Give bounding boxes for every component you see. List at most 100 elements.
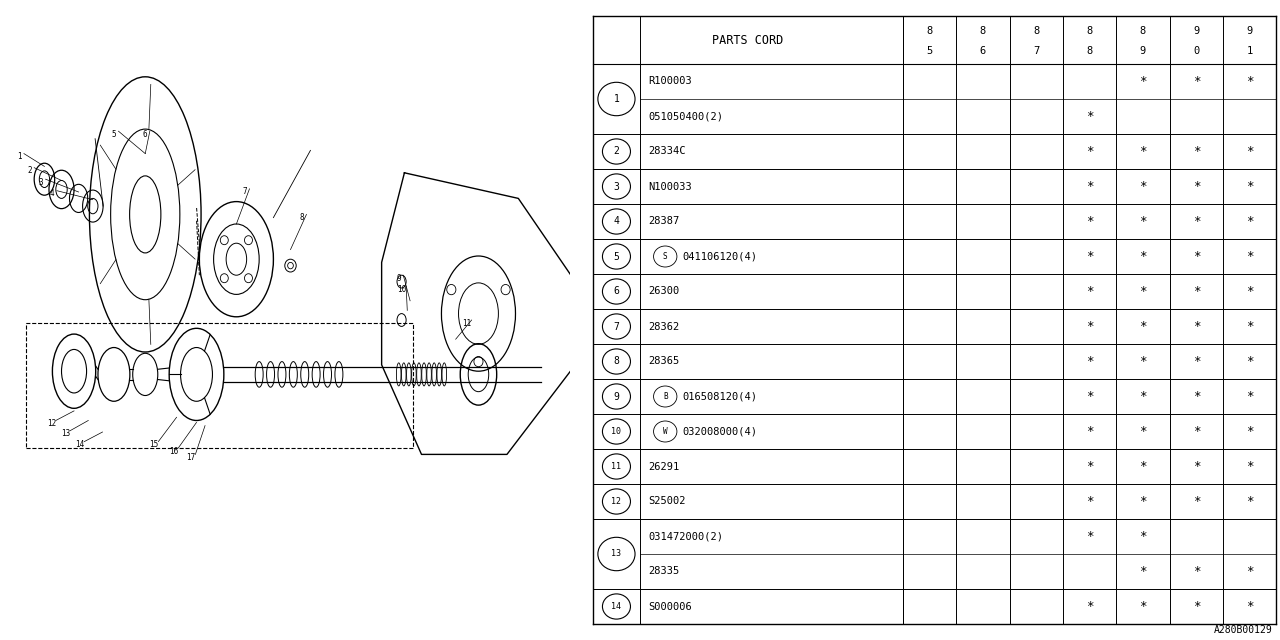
Text: 14: 14 [76,440,84,449]
Text: 4: 4 [50,189,55,198]
Text: 7: 7 [613,321,620,332]
Text: 6: 6 [979,45,986,56]
Text: *: * [1245,215,1253,228]
Text: 12: 12 [612,497,622,506]
Text: *: * [1245,460,1253,473]
Text: *: * [1245,145,1253,158]
Circle shape [654,421,677,442]
Text: 0: 0 [1193,45,1199,56]
Text: 5: 5 [111,130,116,139]
Circle shape [603,209,631,234]
Text: 016508120(4): 016508120(4) [682,392,758,401]
Text: 8: 8 [979,26,986,36]
Text: *: * [1193,460,1201,473]
Text: 8: 8 [1033,26,1039,36]
Text: *: * [1245,390,1253,403]
Text: *: * [1139,600,1147,613]
Text: *: * [1193,425,1201,438]
Circle shape [603,139,631,164]
Text: *: * [1139,460,1147,473]
Text: 8: 8 [1087,45,1093,56]
Text: 11: 11 [612,462,622,471]
Circle shape [603,489,631,514]
Text: *: * [1139,180,1147,193]
Text: *: * [1085,600,1093,613]
Text: *: * [1085,355,1093,368]
Text: *: * [1085,425,1093,438]
Text: *: * [1085,530,1093,543]
Text: *: * [1193,180,1201,193]
Text: *: * [1245,250,1253,263]
Text: 12: 12 [46,419,56,428]
Bar [26,323,413,448]
Text: 28334C: 28334C [648,147,686,157]
Text: 17: 17 [186,453,196,462]
Text: *: * [1245,75,1253,88]
Text: 8: 8 [1087,26,1093,36]
Text: 9: 9 [1193,26,1199,36]
Text: *: * [1139,355,1147,368]
Text: 2: 2 [613,147,620,157]
Text: *: * [1193,145,1201,158]
Text: 16: 16 [169,447,178,456]
Text: 26300: 26300 [648,287,680,296]
Text: 7: 7 [1033,45,1039,56]
Text: *: * [1085,250,1093,263]
Text: *: * [1193,75,1201,88]
Text: *: * [1085,285,1093,298]
Text: *: * [1139,75,1147,88]
Text: 6: 6 [613,287,620,296]
Text: 4: 4 [613,216,620,227]
Text: *: * [1193,495,1201,508]
Text: 8: 8 [613,356,620,367]
Text: *: * [1139,285,1147,298]
Text: S25002: S25002 [648,497,686,506]
Text: 9: 9 [397,274,401,283]
Text: *: * [1139,145,1147,158]
Text: B: B [663,392,668,401]
Text: 031472000(2): 031472000(2) [648,531,723,541]
Text: *: * [1085,215,1093,228]
Text: 8: 8 [927,26,933,36]
Text: *: * [1085,390,1093,403]
Text: *: * [1139,495,1147,508]
Circle shape [603,314,631,339]
Text: *: * [1085,320,1093,333]
Text: *: * [1245,355,1253,368]
Text: 1: 1 [613,94,620,104]
Text: *: * [1139,215,1147,228]
Circle shape [603,454,631,479]
Circle shape [603,244,631,269]
Text: A280B00129: A280B00129 [1215,625,1272,635]
Text: 9: 9 [613,392,620,401]
Text: *: * [1193,565,1201,578]
Text: 8: 8 [1140,26,1146,36]
Text: 15: 15 [150,440,159,449]
Text: *: * [1085,460,1093,473]
Text: *: * [1193,215,1201,228]
Text: 10: 10 [612,427,622,436]
Text: *: * [1139,565,1147,578]
Text: N100033: N100033 [648,182,692,191]
Text: R100003: R100003 [648,77,692,86]
Text: 2: 2 [27,166,32,175]
Text: 5: 5 [613,252,620,262]
Text: 10: 10 [397,285,406,294]
Text: 28362: 28362 [648,321,680,332]
Text: 9: 9 [1247,26,1253,36]
Text: 3: 3 [613,182,620,191]
Circle shape [654,246,677,267]
Text: *: * [1193,250,1201,263]
Text: *: * [1139,390,1147,403]
Text: *: * [1245,495,1253,508]
Text: *: * [1245,565,1253,578]
Text: 9: 9 [1140,45,1146,56]
Text: *: * [1139,530,1147,543]
Text: 051050400(2): 051050400(2) [648,111,723,122]
Text: *: * [1193,600,1201,613]
Text: 5: 5 [927,45,933,56]
Text: 26291: 26291 [648,461,680,472]
Circle shape [603,384,631,409]
Circle shape [603,279,631,304]
Text: S: S [663,252,668,261]
